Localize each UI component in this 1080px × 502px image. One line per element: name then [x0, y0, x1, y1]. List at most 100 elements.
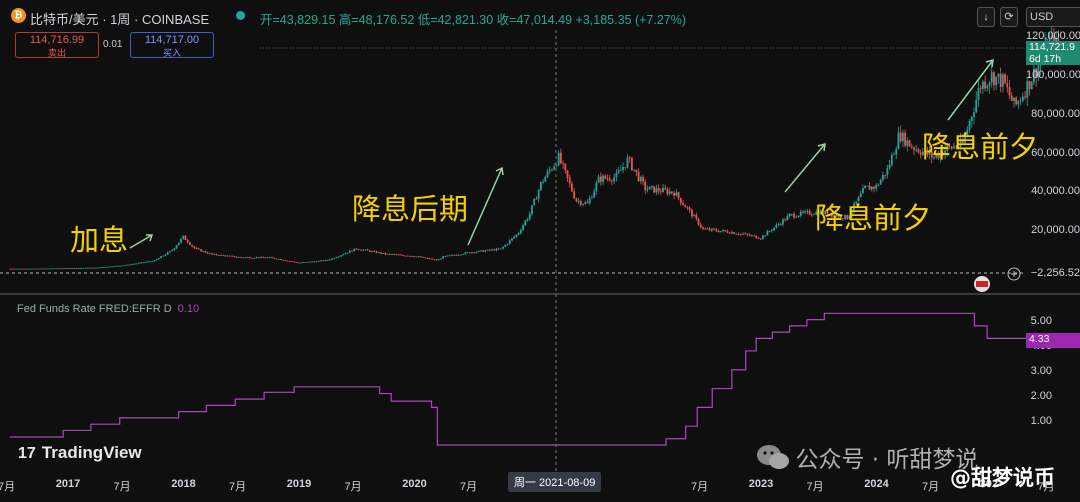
candle-body	[886, 168, 889, 176]
candle-body	[513, 236, 516, 239]
candle-body	[448, 255, 451, 257]
candle-body	[551, 169, 553, 171]
candle-body	[380, 252, 382, 254]
candle-body	[24, 268, 27, 270]
candle-body	[819, 210, 822, 215]
candle-body	[784, 219, 787, 221]
candle-body	[284, 260, 287, 262]
candle-body	[317, 260, 320, 262]
candle-body	[810, 214, 813, 216]
candle-body	[200, 249, 202, 252]
buy-price: 114,717.00	[144, 34, 200, 46]
candle-body	[993, 72, 995, 86]
candle-body	[457, 254, 460, 256]
candle-body	[571, 183, 573, 192]
rate-tick-label: 3.00	[1030, 364, 1052, 377]
candle-body	[122, 265, 125, 267]
candle-body	[1035, 68, 1038, 78]
candle-body	[344, 253, 347, 255]
candle-body	[935, 154, 938, 158]
candle-body	[908, 140, 911, 147]
sell-button[interactable]: 114,716.99 卖出	[15, 32, 99, 58]
candle-body	[395, 254, 398, 256]
candle-body	[271, 257, 273, 258]
candle-body	[657, 187, 660, 192]
candle-body	[62, 268, 65, 270]
candle-body	[295, 262, 298, 263]
candle-body	[544, 176, 547, 182]
currency-select[interactable]: USD	[1026, 7, 1080, 27]
candle-body	[499, 248, 502, 250]
candle-body	[471, 252, 473, 254]
candle-body	[648, 186, 651, 190]
candle-body	[120, 265, 122, 267]
candle-body	[20, 268, 23, 270]
candle-body	[184, 235, 187, 240]
ohlc-values: 开=43,829.15 高=48,176.52 低=42,821.30 收=47…	[260, 13, 687, 27]
candle-body	[402, 255, 405, 256]
candle-body	[582, 204, 584, 205]
candle-body	[586, 202, 589, 204]
candle-body	[360, 249, 362, 251]
candle-body	[335, 257, 338, 259]
candle-body	[735, 233, 738, 235]
candle-body	[413, 256, 416, 258]
annotation-rate-hike: 加息	[70, 223, 129, 257]
candle-body	[308, 261, 311, 263]
time-tick-label: 7月	[229, 481, 247, 493]
candle-body	[311, 261, 313, 263]
candle-body	[1024, 96, 1026, 98]
candle-body	[233, 256, 236, 258]
candle-body	[209, 253, 211, 255]
annotation-pre-cut-2: 降息前夕	[922, 130, 1039, 164]
candle-body	[717, 231, 720, 233]
candle-body	[933, 157, 935, 159]
weibo-watermark: @甜梦说币	[950, 466, 1055, 490]
candle-body	[744, 233, 747, 235]
candle-body	[197, 248, 200, 250]
candle-body	[126, 264, 129, 266]
candle-body	[904, 132, 907, 146]
candle-body	[866, 185, 869, 187]
candle-body	[175, 245, 178, 249]
candle-body	[568, 177, 571, 184]
candle-body	[693, 214, 696, 217]
buy-button[interactable]: 114,717.00 买入	[130, 32, 214, 58]
candle-body	[788, 214, 791, 217]
candle-body	[682, 203, 684, 205]
candle-body	[608, 178, 611, 181]
candle-body	[9, 268, 11, 270]
candle-body	[1004, 74, 1006, 84]
candle-body	[97, 267, 100, 269]
candle-body	[977, 88, 980, 100]
bar-countdown: 6d 17h	[1029, 53, 1062, 65]
candle-body	[995, 76, 998, 86]
candle-body	[35, 268, 38, 270]
candle-body	[320, 260, 322, 262]
candle-body	[273, 257, 276, 259]
candle-body	[535, 198, 538, 200]
indicator-label[interactable]: Fed Funds Rate FRED:EFFR D 0.10	[17, 303, 199, 315]
candle-body	[417, 256, 420, 258]
candle-body	[946, 145, 949, 151]
time-tick-label: 2024	[864, 478, 889, 490]
candle-body	[597, 176, 600, 183]
symbol-title[interactable]: 比特币/美元 · 1周 · COINBASE	[30, 12, 210, 27]
candle-body	[488, 249, 491, 251]
candle-body	[300, 262, 302, 264]
candle-body	[215, 254, 218, 256]
add-alert-icon	[1007, 267, 1021, 281]
candle-body	[46, 268, 49, 270]
candle-body	[115, 265, 118, 267]
download-icon[interactable]: ↓	[977, 7, 995, 27]
candle-body	[631, 157, 633, 171]
candle-body	[69, 268, 71, 270]
candle-body	[131, 264, 134, 265]
time-tick-label: 2018	[171, 478, 196, 490]
candle-body	[455, 255, 458, 256]
refresh-icon[interactable]: ⟳	[1000, 7, 1018, 27]
candle-body	[559, 152, 562, 164]
candle-body	[393, 254, 396, 256]
candle-body	[246, 257, 249, 259]
